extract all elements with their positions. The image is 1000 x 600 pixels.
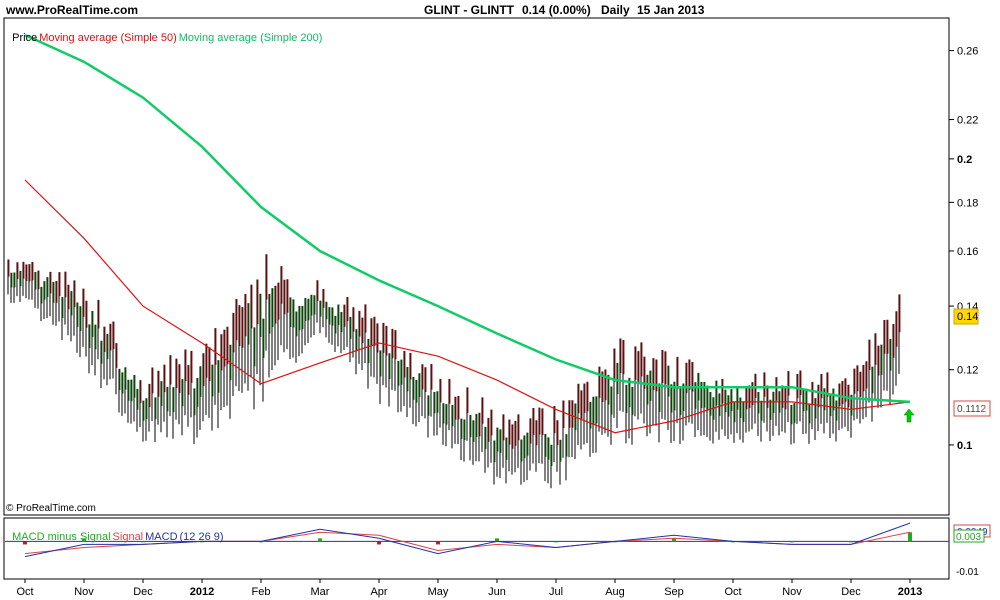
y-tick-label: 0.22: [957, 115, 978, 127]
x-tick-label: Dec: [841, 586, 861, 598]
macd-histogram-bar: [436, 541, 440, 545]
x-tick-label: Oct: [724, 586, 741, 598]
macd-histogram-bar: [849, 541, 853, 543]
macd-histogram-bar: [141, 541, 145, 543]
x-tick-label: Feb: [252, 586, 271, 598]
x-tick-label: Oct: [16, 586, 33, 598]
y-tick-label: 0.18: [957, 197, 978, 209]
current-price-badge: [953, 308, 979, 325]
macd-value-badge: [953, 529, 985, 543]
legend-ma200: Moving average (Simple 200): [178, 32, 323, 44]
x-tick-label: Dec: [133, 586, 153, 598]
date-label: 15 Jan 2013: [637, 3, 705, 17]
legend-macd-params: (12 26 9): [179, 531, 224, 543]
macd-line: [24, 522, 911, 558]
macd-histogram-bar: [554, 541, 558, 543]
y-tick-label: 0.2: [957, 154, 972, 166]
macd-histogram-bar: [82, 538, 86, 542]
x-tick-label: Sep: [664, 586, 684, 598]
ma200-line: [24, 33, 911, 404]
ma50-value-badge: [953, 400, 991, 417]
y-tick-label: 0.1: [957, 440, 972, 452]
y-tick-label: 0.12: [957, 365, 978, 377]
y-tick-label: 0.16: [957, 246, 978, 258]
copyright: © ProRealTime.com: [6, 503, 96, 514]
x-tick-label: Mar: [311, 586, 330, 598]
macd-histogram-bar: [23, 541, 27, 545]
ma50-line: [24, 179, 911, 434]
up-arrow-icon: [903, 408, 915, 423]
macd-histogram-bar: [672, 538, 676, 542]
macd-panel-frame: [3, 517, 950, 580]
ma50-value-label: 0.1112: [957, 404, 987, 415]
x-tick-label: 2012: [190, 586, 214, 598]
quote-value: 0.14 (0.00%): [522, 3, 591, 17]
macd-histogram-bar: [790, 541, 794, 543]
legend-macd: MACD: [145, 531, 178, 543]
site-title: www.ProRealTime.com: [6, 3, 139, 17]
symbol-title: GLINT - GLINTT: [424, 3, 514, 17]
current-price-label: 0.14: [957, 311, 978, 323]
macd-tick-label: -0.01: [956, 567, 979, 578]
x-tick-label: Jul: [549, 586, 563, 598]
period-label: Daily: [601, 3, 630, 17]
x-tick-label: May: [428, 586, 449, 598]
x-tick-label: Apr: [370, 586, 387, 598]
x-tick-label: Nov: [74, 586, 94, 598]
macd-value-label: 0.003: [956, 532, 981, 543]
macd-histogram-bar: [908, 532, 912, 542]
x-tick-label: Jun: [488, 586, 506, 598]
x-tick-label: Aug: [605, 586, 625, 598]
legend-price: Price: [12, 32, 38, 44]
x-tick-label: 2013: [898, 586, 922, 598]
macd-histogram-bar: [495, 538, 499, 542]
macd-legend: MACD minus Signal Signal MACD (12 26 9): [6, 519, 228, 543]
legend-ma50: Moving average (Simple 50): [39, 32, 177, 44]
macd-histogram-bar: [318, 538, 322, 542]
price-legend: Price Moving average (Simple 50) Moving av…: [6, 20, 326, 44]
y-tick-label: 0.26: [957, 46, 978, 58]
macd-histogram-bar: [377, 541, 381, 545]
legend-macd-hist: MACD minus Signal: [12, 531, 111, 543]
legend-signal: Signal: [112, 531, 144, 543]
x-tick-label: Nov: [782, 586, 802, 598]
